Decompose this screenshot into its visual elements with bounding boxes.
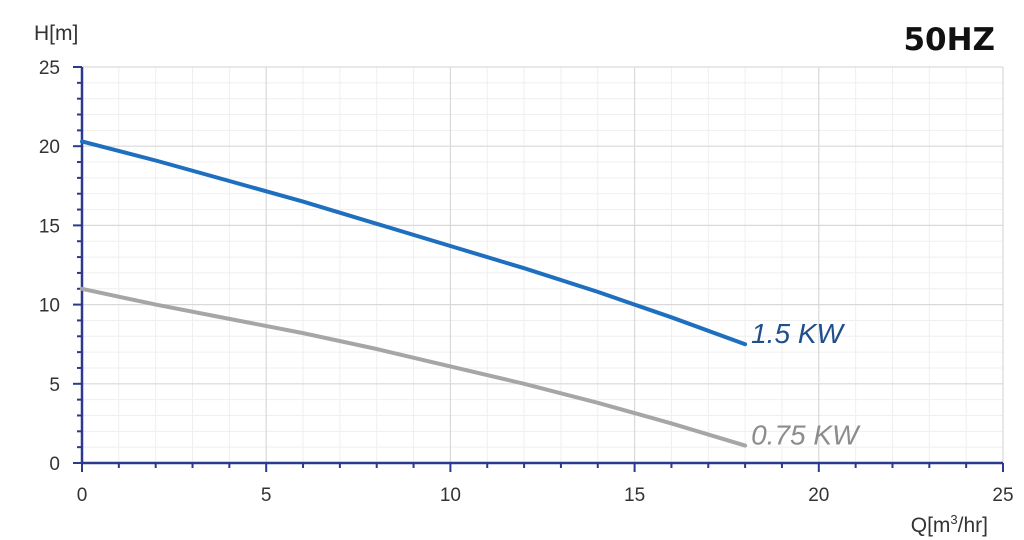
x-tick-label: 0 xyxy=(77,485,88,506)
axes: 0 5 10 15 20 25 0 5 10 15 20 25 xyxy=(39,58,1014,506)
grid xyxy=(82,66,1004,463)
series-line-1-5-kw xyxy=(80,139,748,347)
y-tick-label: 5 xyxy=(49,375,60,396)
x-tick-label: 25 xyxy=(992,485,1013,506)
x-tick-label: 15 xyxy=(624,485,645,506)
y-tick-label: 10 xyxy=(39,296,60,317)
x-axis-title-sup: 3 xyxy=(950,512,957,527)
y-tick-label: 15 xyxy=(39,216,60,237)
series-line-0-75-kw xyxy=(80,286,748,448)
series-lines xyxy=(80,139,748,448)
x-tick-label: 10 xyxy=(440,485,461,506)
y-axis-title: H[m] xyxy=(34,22,78,45)
x-tick-label: 5 xyxy=(261,485,272,506)
y-tick-label: 25 xyxy=(39,58,60,79)
x-tick-label: 20 xyxy=(808,485,829,506)
series-label-1-5-kw: 1.5 KW xyxy=(751,318,845,349)
y-tick-label: 20 xyxy=(39,137,60,158)
x-axis-title: Q[m3/hr] xyxy=(911,512,988,537)
x-axis-title-rest: /hr] xyxy=(958,514,988,537)
y-tick-label: 0 xyxy=(49,454,60,475)
x-axis-title-main: Q[m xyxy=(911,514,951,537)
chart-title: 50HZ xyxy=(903,22,995,58)
labels: 50HZ H[m] Q[m3/hr] 1.5 KW 0.75 KW xyxy=(34,22,995,537)
series-label-0-75-kw: 0.75 KW xyxy=(751,420,861,451)
